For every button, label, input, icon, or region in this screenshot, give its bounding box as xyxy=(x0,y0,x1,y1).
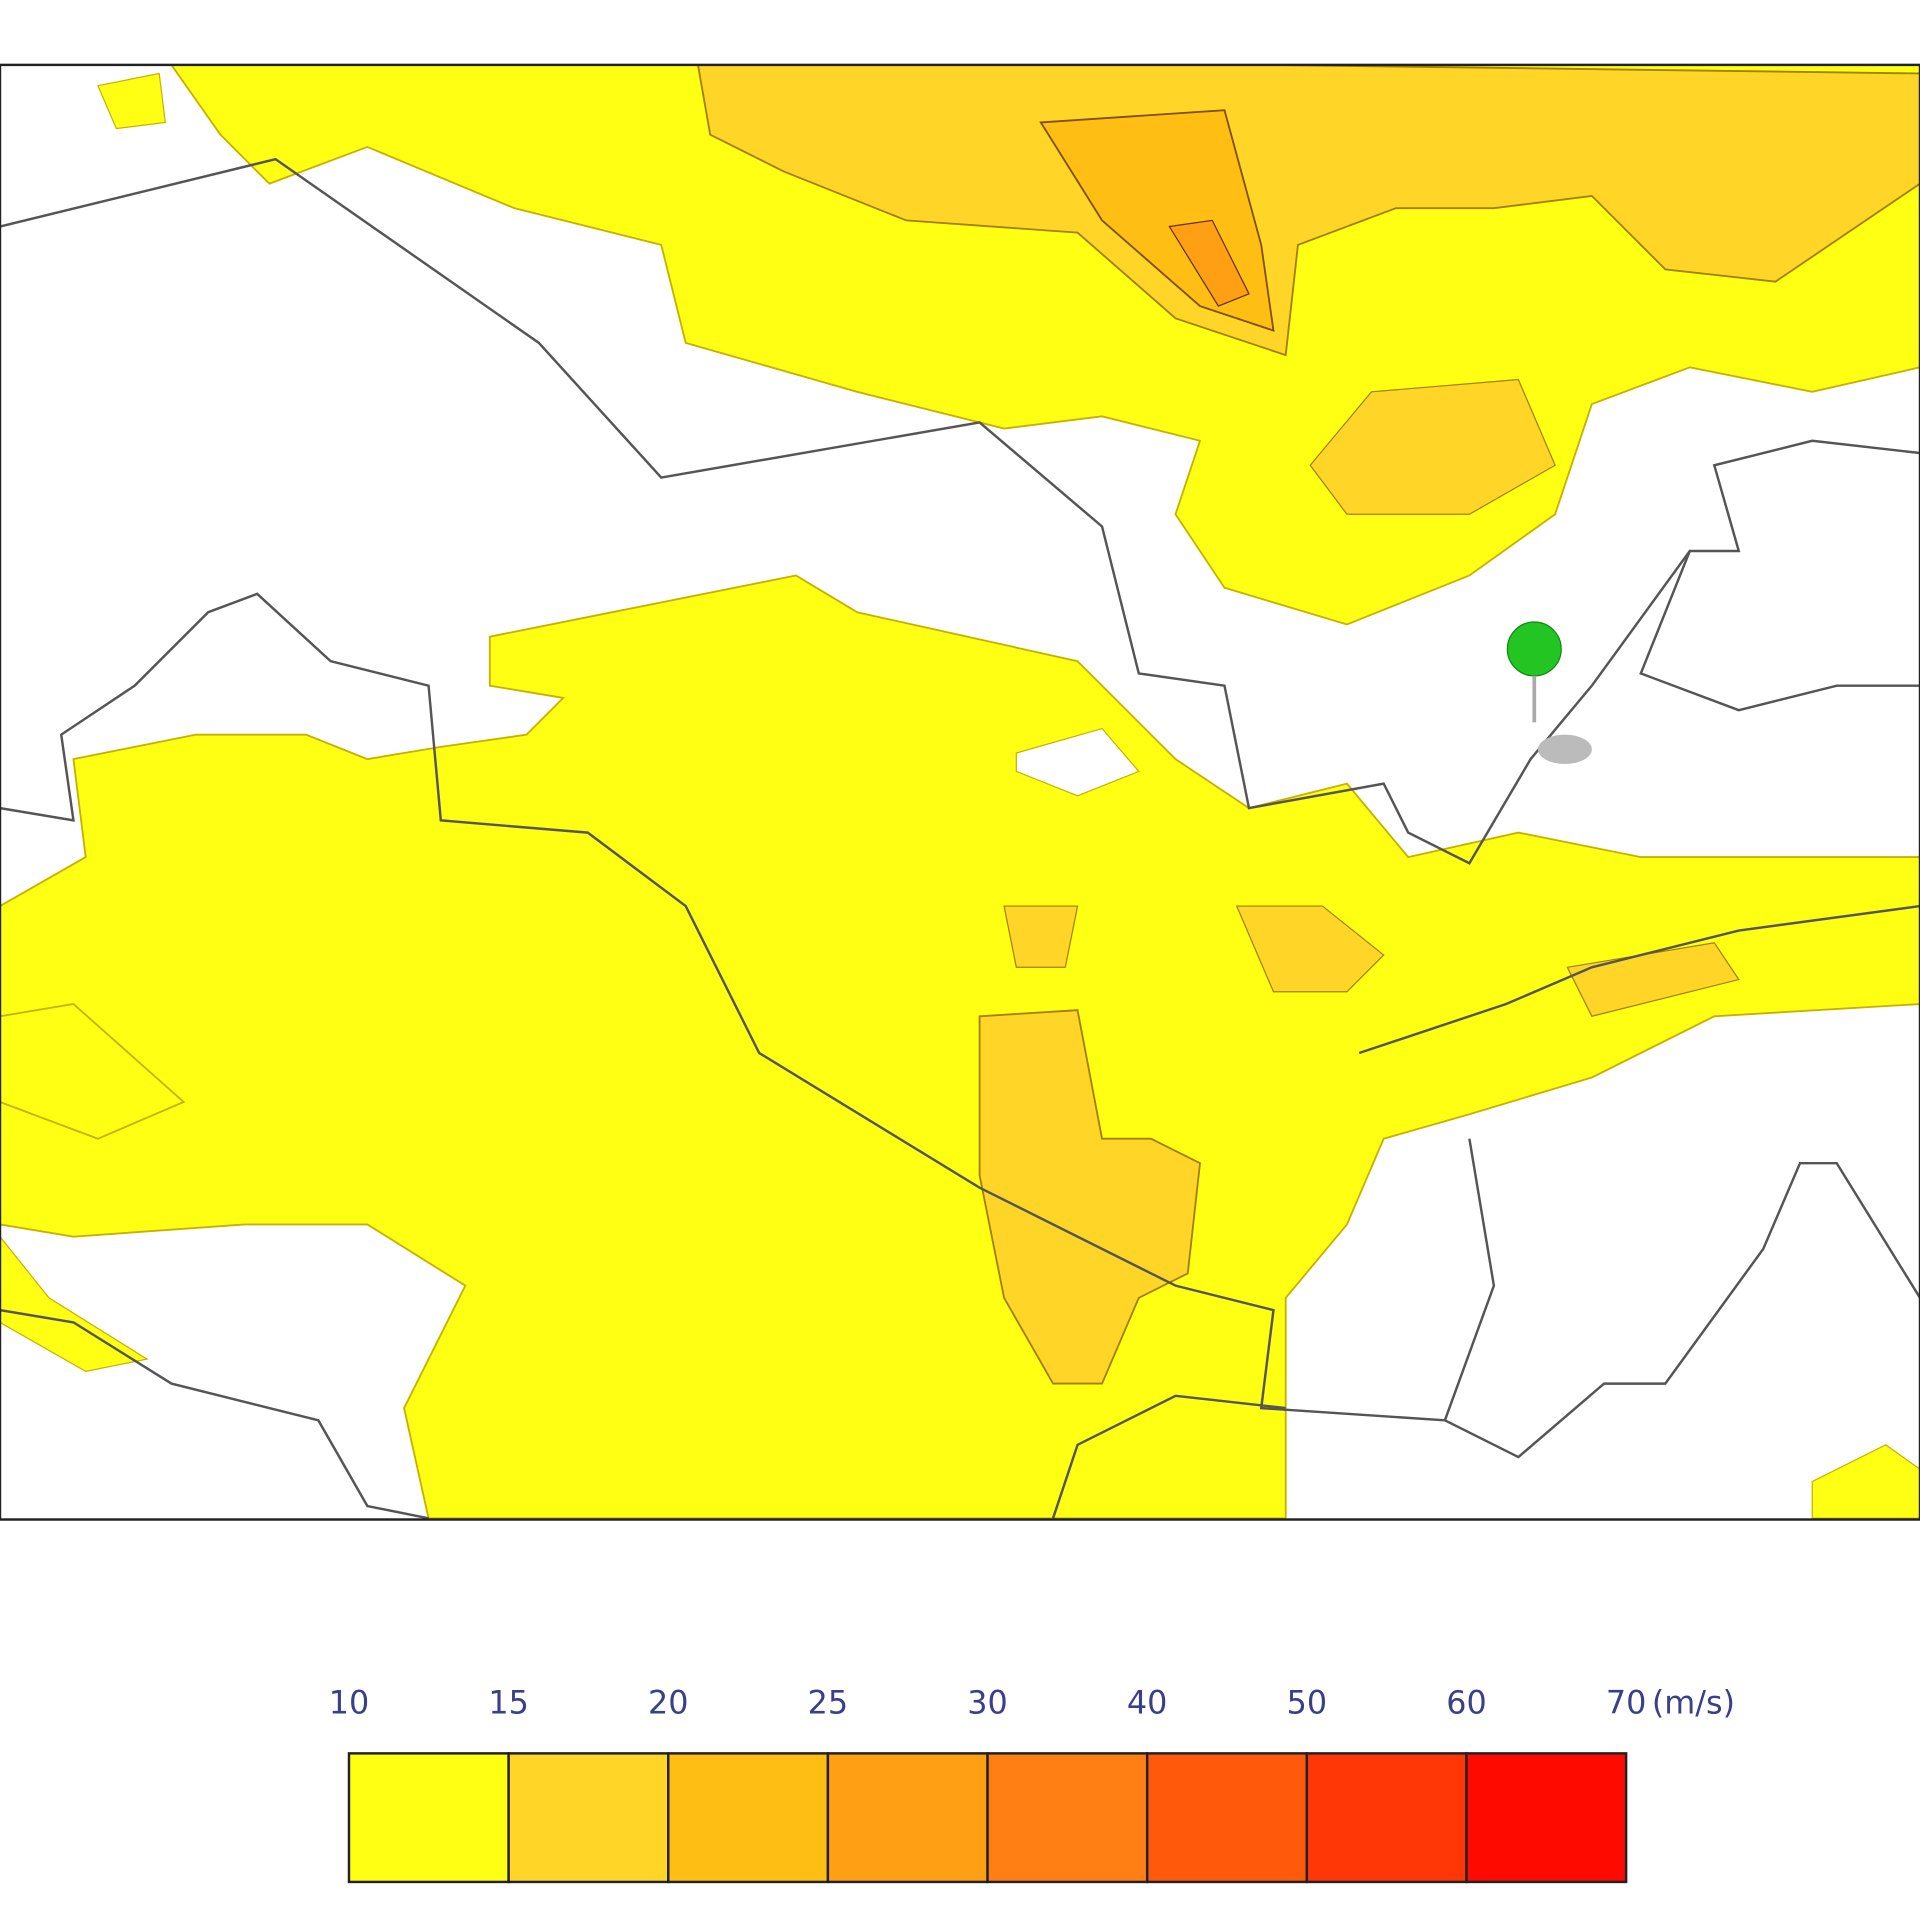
legend-tick-label: 25 xyxy=(808,1683,849,1721)
legend-tick-label: 50 xyxy=(1287,1683,1328,1721)
legend-swatch xyxy=(507,1752,670,1884)
wind-region xyxy=(0,1235,149,1373)
legend-swatch xyxy=(986,1752,1149,1884)
wind-region xyxy=(1003,905,1079,968)
legend-swatch xyxy=(347,1752,510,1884)
borders xyxy=(0,157,1920,1520)
legend-tick-label: 15 xyxy=(488,1683,529,1721)
wind-region xyxy=(1235,905,1385,993)
legend-tick-label: 60 xyxy=(1446,1683,1487,1721)
legend-tick-label: 40 xyxy=(1127,1683,1168,1721)
wind-region xyxy=(697,64,1920,357)
legend-unit: (m/s) xyxy=(1652,1683,1735,1721)
pin-shadow xyxy=(1537,734,1592,765)
legend-tick-label: 10 xyxy=(329,1683,370,1721)
wind-region xyxy=(1566,942,1740,1017)
wind-region xyxy=(0,574,1920,1520)
legend-swatch xyxy=(1145,1752,1309,1884)
legend-swatch xyxy=(667,1752,830,1884)
legend-swatch xyxy=(1305,1752,1468,1884)
legend: 10 15 20 25 30 40 50 60 70 (m/s) xyxy=(329,1683,1735,1884)
legend-tick-label: 70 xyxy=(1606,1683,1647,1721)
wind-region xyxy=(978,1009,1201,1385)
legend-tick-label: 30 xyxy=(967,1683,1008,1721)
legend-tick-label: 20 xyxy=(648,1683,689,1721)
wind-region xyxy=(97,72,166,130)
wind-region xyxy=(1168,219,1250,307)
wind-region xyxy=(1811,1444,1920,1519)
legend-swatch xyxy=(826,1752,989,1884)
wind-region xyxy=(1309,378,1556,515)
legend-swatch xyxy=(1465,1752,1628,1884)
wind-region xyxy=(1015,727,1140,797)
map-area xyxy=(0,64,1920,1520)
location-pin[interactable] xyxy=(1506,621,1562,677)
map-frame xyxy=(0,63,1920,1521)
